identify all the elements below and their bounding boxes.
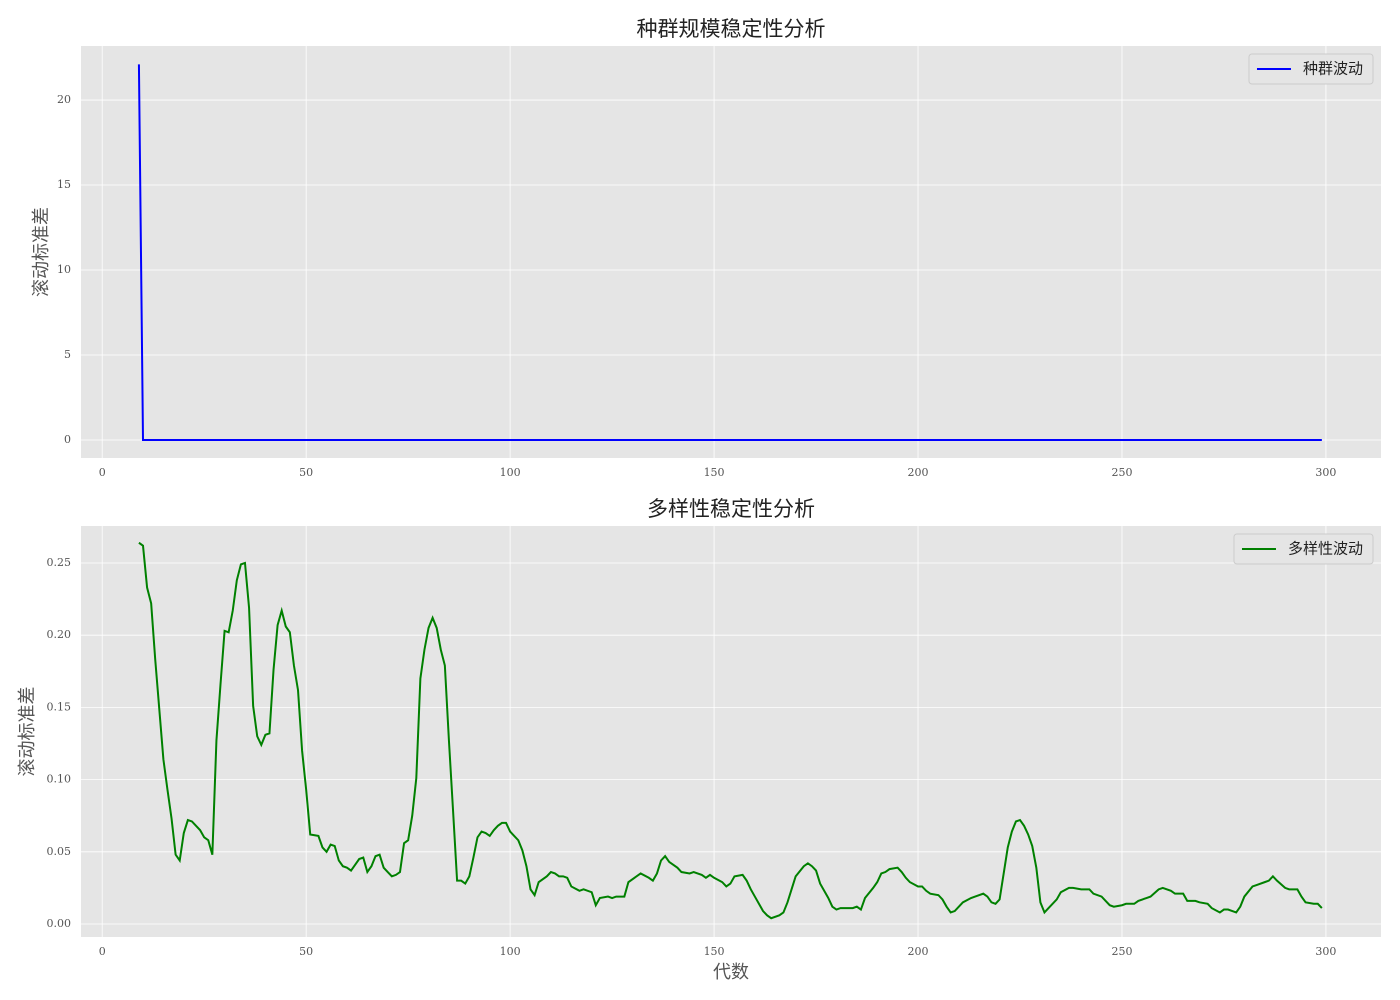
y-axis-label: 滚动标准差 bbox=[31, 207, 52, 297]
legend-label: 多样性波动 bbox=[1288, 540, 1363, 558]
y-tick-label: 0.00 bbox=[47, 917, 72, 930]
y-tick-label: 5 bbox=[64, 348, 71, 361]
x-tick-label: 300 bbox=[1315, 466, 1336, 479]
y-tick-label: 10 bbox=[57, 263, 71, 276]
plot-area bbox=[81, 46, 1381, 458]
legend-label: 种群波动 bbox=[1303, 60, 1363, 78]
x-tick-label: 50 bbox=[299, 466, 313, 479]
y-tick-label: 0.10 bbox=[47, 773, 72, 786]
y-tick-label: 15 bbox=[57, 178, 71, 191]
y-tick-label: 0.20 bbox=[47, 628, 72, 641]
line-series bbox=[137, 64, 1322, 441]
x-tick-label: 100 bbox=[500, 945, 521, 958]
legend-box bbox=[1248, 53, 1374, 85]
chart-title: 种群规模稳定性分析 bbox=[637, 17, 826, 41]
x-tick-label: 150 bbox=[704, 466, 725, 479]
x-tick-label: 100 bbox=[500, 466, 521, 479]
axes: 0.00 0.05 0.10 0.15 0.20 0.25 0 50 100 150 200 250 3… bbox=[47, 526, 1381, 958]
y-tick-label: 0.05 bbox=[47, 845, 72, 858]
y-tick-label: 0.15 bbox=[47, 700, 72, 713]
x-tick-label: 200 bbox=[908, 945, 929, 958]
chart-title: 多样性稳定性分析 bbox=[647, 497, 815, 521]
line-series bbox=[138, 541, 1323, 920]
y-tick-label: 0 bbox=[64, 433, 71, 446]
x-tick-label: 250 bbox=[1111, 945, 1132, 958]
x-tick-label: 0 bbox=[99, 945, 106, 958]
legend: 多样性波动 bbox=[1233, 533, 1374, 565]
legend: 种群波动 bbox=[1248, 53, 1374, 85]
x-axis-label: 代数 bbox=[713, 962, 749, 983]
x-tick-label: 300 bbox=[1315, 945, 1336, 958]
y-axis-label: 滚动标准差 bbox=[17, 687, 38, 777]
x-tick-label: 250 bbox=[1111, 466, 1132, 479]
legend-box bbox=[1233, 533, 1374, 565]
x-tick-label: 50 bbox=[299, 945, 313, 958]
plot-area bbox=[81, 526, 1381, 937]
x-tick-label: 0 bbox=[99, 466, 106, 479]
x-tick-label: 150 bbox=[704, 945, 725, 958]
y-tick-label: 20 bbox=[57, 93, 71, 106]
x-tick-label: 200 bbox=[908, 466, 929, 479]
y-tick-label: 0.25 bbox=[47, 556, 72, 569]
